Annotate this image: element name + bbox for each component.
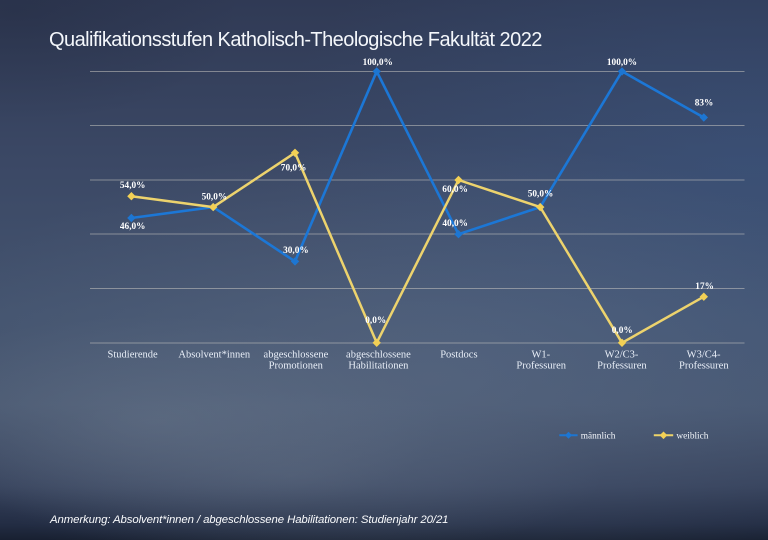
svg-text:100,0%: 100,0% <box>363 58 393 68</box>
svg-text:30,0%: 30,0% <box>283 246 309 256</box>
svg-text:Professuren: Professuren <box>516 360 566 371</box>
svg-text:W1-: W1- <box>531 349 550 360</box>
svg-text:W3/C4-: W3/C4- <box>687 349 721 360</box>
svg-text:abgeschlossene: abgeschlossene <box>346 349 411 360</box>
svg-text:Postdocs: Postdocs <box>440 349 477 360</box>
svg-text:W2/C3-: W2/C3- <box>605 349 639 360</box>
svg-text:0,0%: 0,0% <box>612 326 633 336</box>
svg-text:Studierende: Studierende <box>108 349 158 360</box>
svg-text:Habilitationen: Habilitationen <box>348 360 409 371</box>
svg-text:54,0%: 54,0% <box>120 181 146 191</box>
svg-text:abgeschlossene: abgeschlossene <box>264 349 329 360</box>
svg-text:50,0%: 50,0% <box>202 192 228 202</box>
svg-text:100,0%: 100,0% <box>607 58 637 68</box>
svg-text:0,0%: 0,0% <box>365 316 386 326</box>
svg-text:83%: 83% <box>695 99 714 109</box>
svg-text:Promotionen: Promotionen <box>269 360 324 371</box>
svg-text:Absolvent*innen: Absolvent*innen <box>178 349 250 360</box>
svg-text:männlich: männlich <box>581 431 616 441</box>
svg-text:40,0%: 40,0% <box>442 219 468 229</box>
svg-text:70,0%: 70,0% <box>281 164 307 174</box>
svg-text:60,0%: 60,0% <box>442 185 468 195</box>
svg-text:Professuren: Professuren <box>597 360 647 371</box>
svg-text:50,0%: 50,0% <box>528 190 554 200</box>
svg-text:Professuren: Professuren <box>679 360 729 371</box>
svg-text:weiblich: weiblich <box>676 431 708 441</box>
svg-text:17%: 17% <box>695 282 714 292</box>
svg-text:46,0%: 46,0% <box>120 222 146 232</box>
